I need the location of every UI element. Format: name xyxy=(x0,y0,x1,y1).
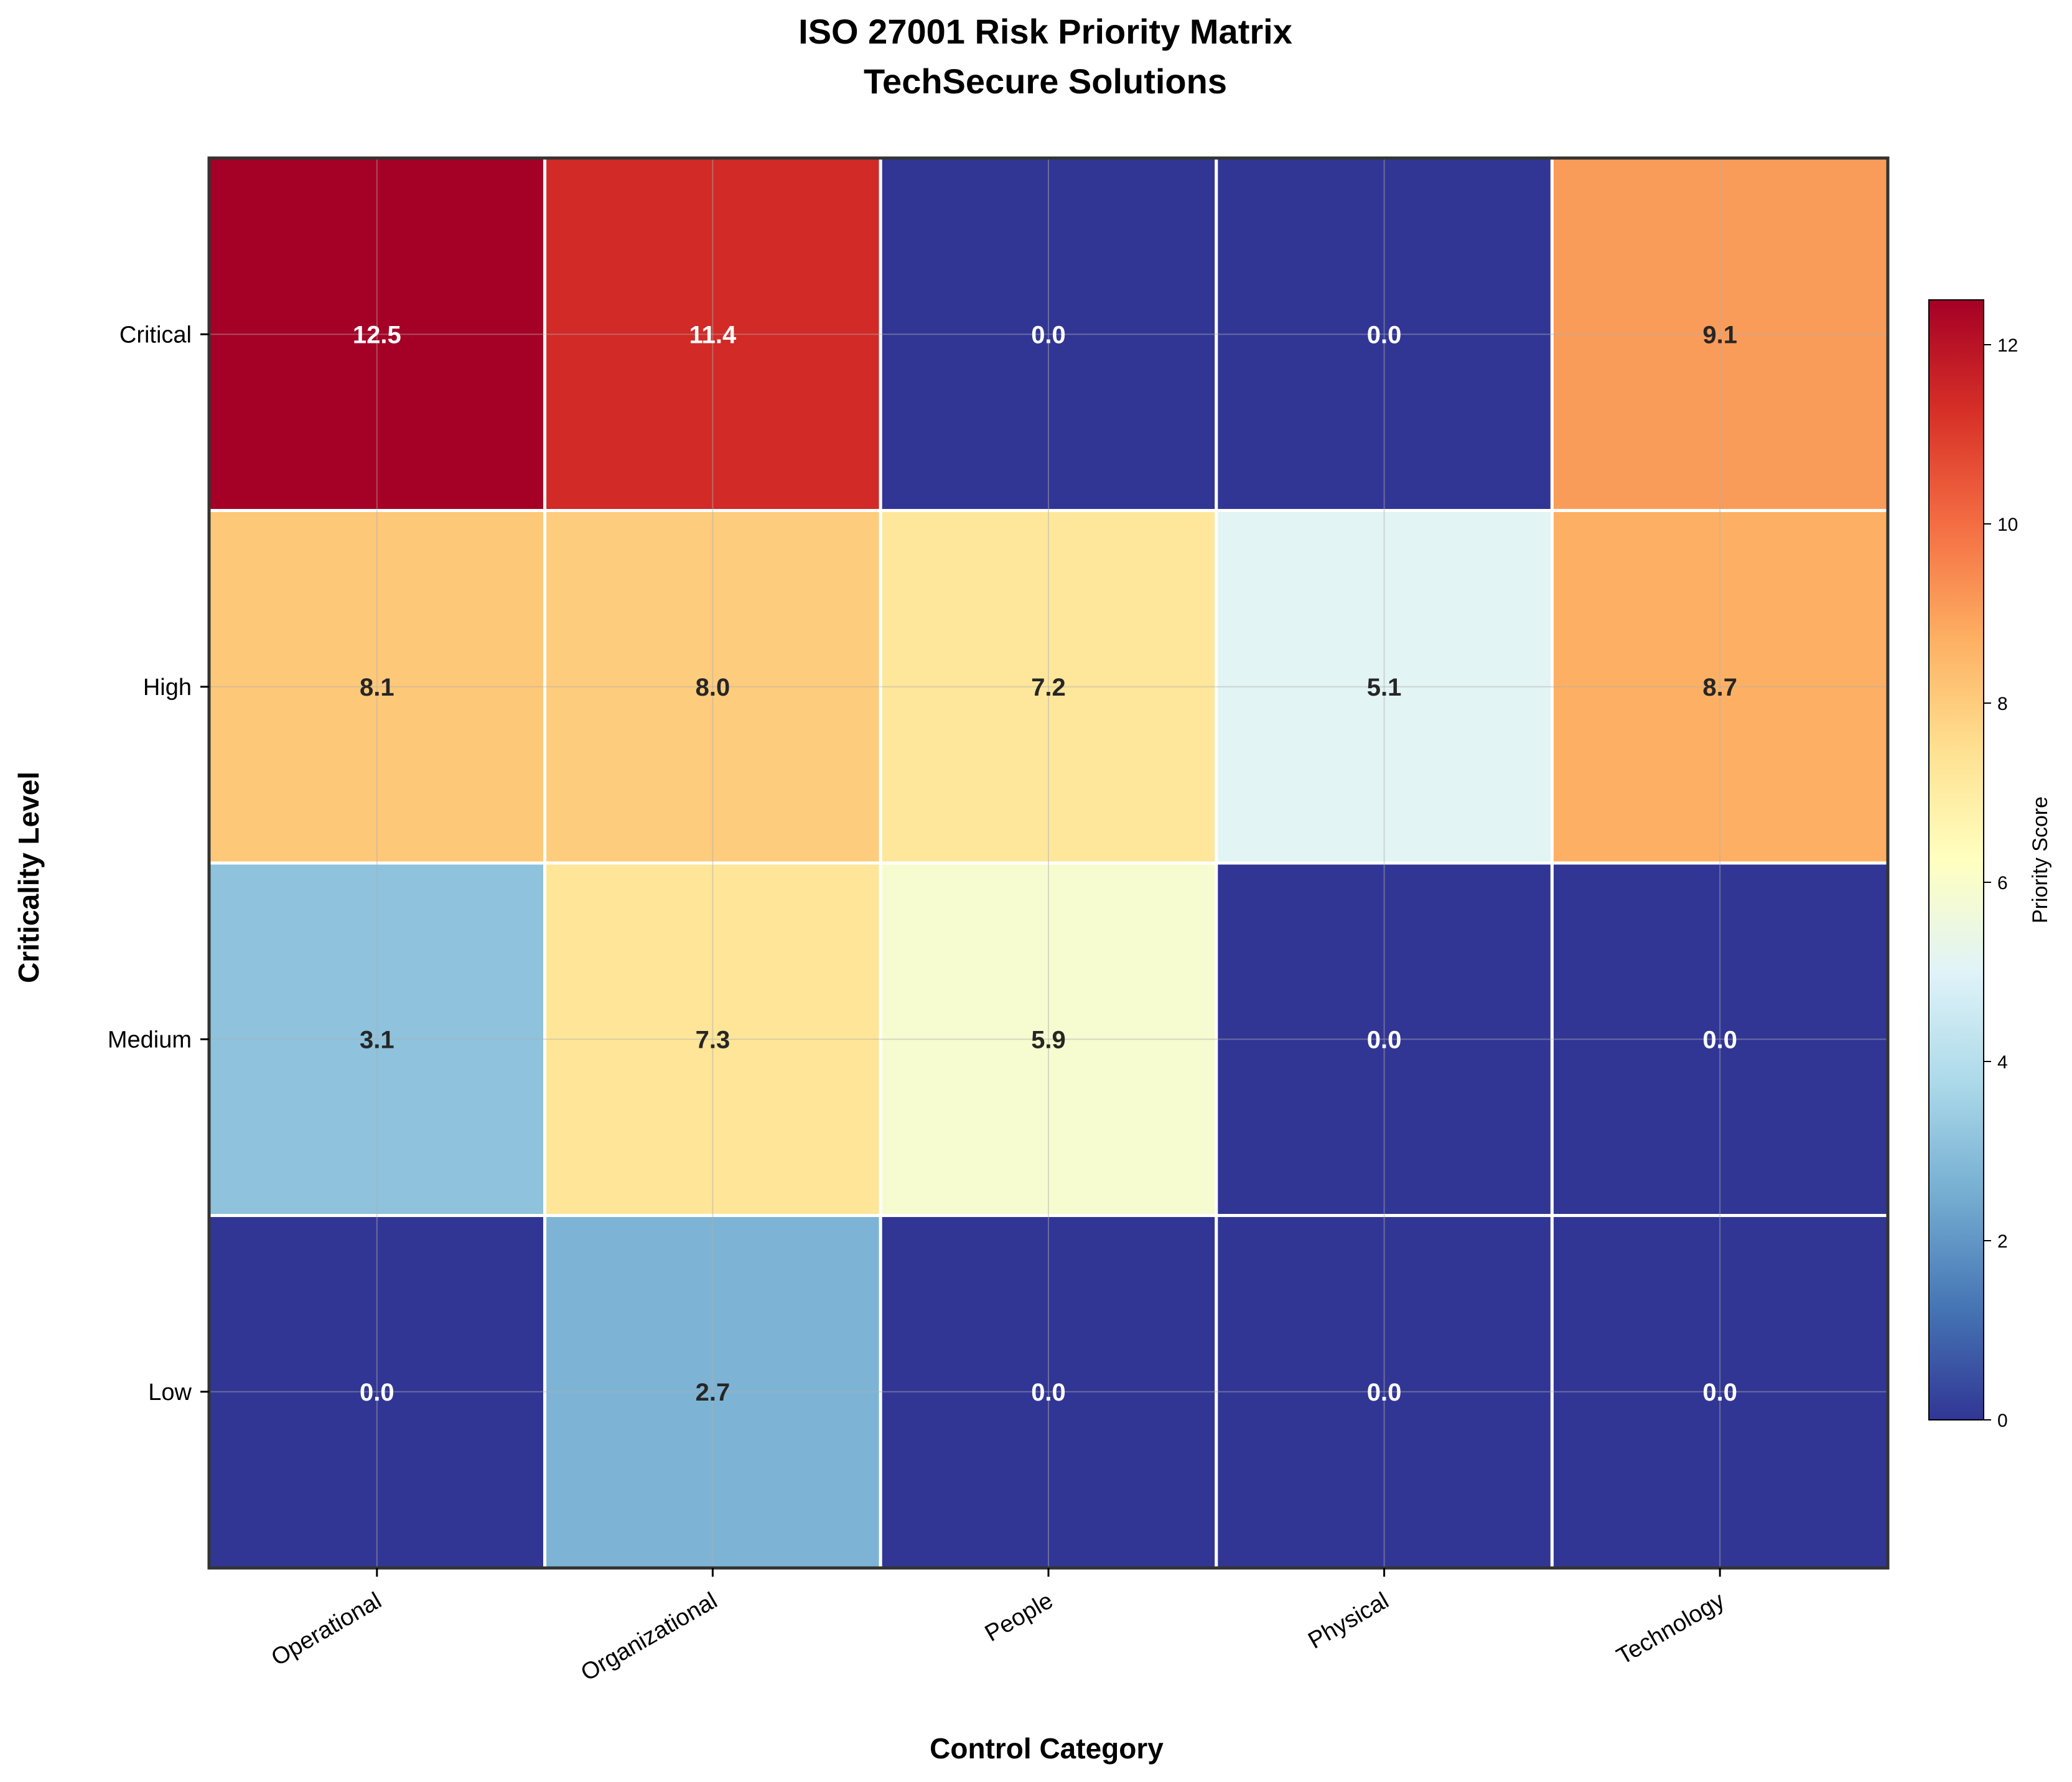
colorbar-gradient-bar xyxy=(1928,299,1984,1420)
heatmap-cells xyxy=(207,156,1890,1570)
cell-value-label: 5.9 xyxy=(1031,1026,1066,1053)
heatmap-cell xyxy=(1550,1214,1890,1570)
cell-value-label: 0.0 xyxy=(360,1379,394,1406)
colorbar-tick-label: 12 xyxy=(1997,335,2018,356)
heatmap-cell xyxy=(207,156,547,512)
cell-value-label: 9.1 xyxy=(1702,321,1737,348)
y-tick-label: Critical xyxy=(119,322,192,348)
cell-value-label: 12.5 xyxy=(353,321,401,348)
heatmap-value-labels: 12.5 11.4 0.0 0.0 9.1 8.1 8.0 7.2 5.1 8.7 3.1 7.3 5.… xyxy=(353,321,1737,1406)
y-tick-label: High xyxy=(143,674,192,701)
colorbar-tick-label: 4 xyxy=(1997,1052,2008,1073)
y-tick-label: Medium xyxy=(108,1027,192,1053)
cell-value-label: 3.1 xyxy=(360,1026,394,1053)
heatmap-cell xyxy=(543,861,882,1217)
colorbar: 0 2 4 6 8 10 12 xyxy=(1928,299,2018,1431)
cell-value-label: 0.0 xyxy=(1367,1379,1402,1406)
heatmap-cell xyxy=(1215,156,1554,512)
cell-value-label: 8.0 xyxy=(696,674,730,701)
cell-value-label: 0.0 xyxy=(1702,1379,1737,1406)
heatmap-cell xyxy=(543,1214,882,1570)
heatmap-cell xyxy=(207,1214,547,1570)
chart-title-line-1: ISO 27001 Risk Priority Matrix xyxy=(798,12,1292,51)
x-axis-label: Control Category xyxy=(930,1732,1164,1765)
cell-value-label: 0.0 xyxy=(1702,1026,1737,1053)
chart-title-line-2: TechSecure Solutions xyxy=(864,62,1227,101)
heatmap-cell xyxy=(879,509,1218,865)
heatmap-grid xyxy=(209,158,1888,1568)
heatmap-cell xyxy=(1215,861,1554,1217)
heatmap-cell xyxy=(1215,1214,1554,1570)
colorbar-label: Priority Score xyxy=(2028,796,2052,923)
cell-value-label: 0.0 xyxy=(1367,321,1402,348)
cell-value-label: 0.0 xyxy=(1031,321,1066,348)
cell-value-label: 11.4 xyxy=(689,321,737,348)
colorbar-tick-label: 10 xyxy=(1997,515,2018,535)
cell-value-label: 7.3 xyxy=(696,1026,730,1053)
heatmap-cell xyxy=(879,156,1218,512)
heatmap-cell xyxy=(879,1214,1218,1570)
heatmap-cell xyxy=(1550,861,1890,1217)
y-axis-label: Criticality Level xyxy=(12,772,45,983)
cell-value-label: 8.1 xyxy=(360,674,394,701)
heatmap-cell xyxy=(543,509,882,865)
cell-value-label: 7.2 xyxy=(1031,674,1066,701)
colorbar-tick-label: 8 xyxy=(1997,694,2008,714)
cell-value-label: 5.1 xyxy=(1367,674,1402,701)
colorbar-tick-label: 2 xyxy=(1997,1231,2008,1252)
cell-value-label: 8.7 xyxy=(1702,674,1737,701)
heatmap-cell xyxy=(879,861,1218,1217)
cell-value-label: 2.7 xyxy=(696,1379,730,1406)
colorbar-tick-label: 6 xyxy=(1997,873,2008,893)
colorbar-tick-label: 0 xyxy=(1997,1411,2008,1431)
cell-value-label: 0.0 xyxy=(1367,1026,1402,1053)
heatmap-cell xyxy=(1550,509,1890,865)
heatmap-cell xyxy=(1215,509,1554,865)
y-tick-label: Low xyxy=(148,1379,192,1406)
cell-value-label: 0.0 xyxy=(1031,1379,1066,1406)
